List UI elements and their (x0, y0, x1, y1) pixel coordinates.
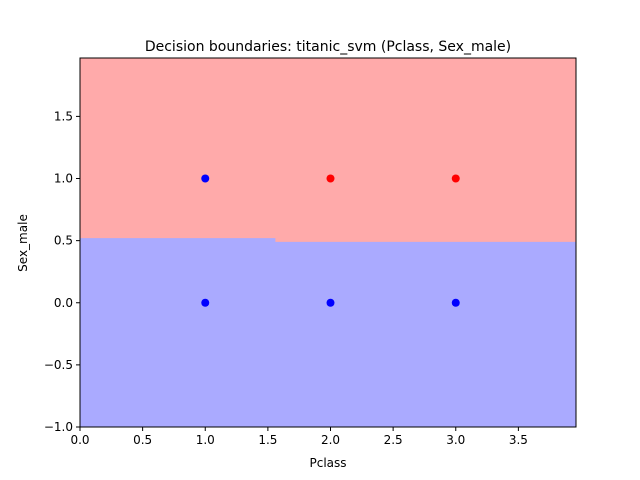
y-tick-label: 0.5 (54, 234, 73, 248)
y-tick-label: 1.0 (54, 172, 73, 186)
x-tick-label: 3.5 (509, 433, 528, 447)
x-tick-label: 2.0 (321, 433, 340, 447)
chart-title: Decision boundaries: titanic_svm (Pclass… (145, 39, 511, 55)
y-tick-label: 1.5 (54, 109, 73, 123)
x-tick-label: 1.5 (258, 433, 277, 447)
data-point (201, 298, 210, 307)
region-lower (80, 238, 576, 427)
plot-frame (79, 57, 577, 428)
y-tick-label: −1.0 (44, 420, 73, 434)
y-tick-label: 0.0 (54, 296, 73, 310)
y-tick-label: −0.5 (44, 358, 73, 372)
data-point (451, 298, 460, 307)
x-tick-label: 1.0 (196, 433, 215, 447)
data-point (451, 174, 460, 183)
data-point (326, 174, 335, 183)
x-tick-label: 3.0 (446, 433, 465, 447)
x-tick-label: 2.5 (384, 433, 403, 447)
x-axis: 0.0 0.5 1.0 1.5 2.0 2.5 3.0 3.5 (70, 427, 528, 447)
decision-regions (80, 58, 576, 427)
data-point (326, 298, 335, 307)
x-tick-label: 0.5 (133, 433, 152, 447)
y-axis: −1.0 −0.5 0.0 0.5 1.0 1.5 (44, 109, 80, 434)
y-axis-label: Sex_male (16, 214, 30, 272)
data-points (201, 174, 460, 307)
x-tick-label: 0.0 (70, 433, 89, 447)
x-axis-label: Pclass (309, 456, 346, 470)
data-point (201, 174, 210, 183)
